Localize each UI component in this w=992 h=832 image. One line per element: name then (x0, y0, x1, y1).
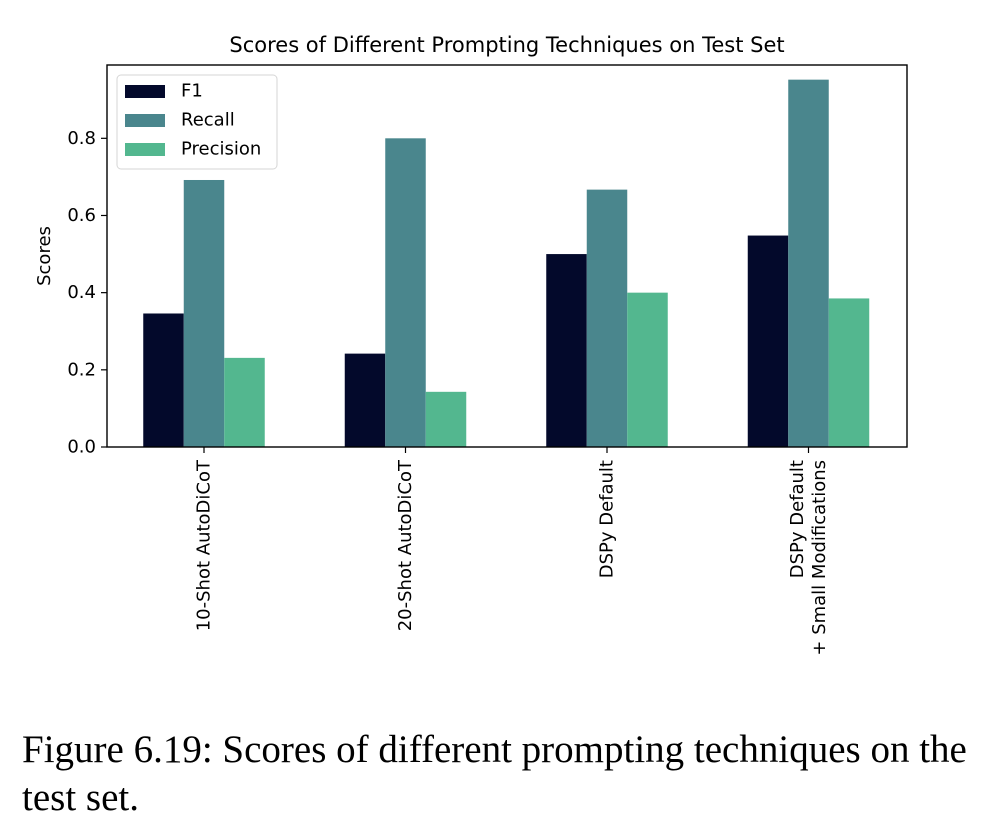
bar-precision-3 (627, 292, 668, 447)
legend-label-recall: Recall (181, 110, 235, 131)
legend-swatch-recall (125, 114, 165, 127)
x-tick-label: + Small Modifications (809, 460, 830, 656)
plot-frame (106, 64, 908, 448)
x-tick-label: 10-Shot AutoDiCoT (194, 459, 215, 631)
y-axis-label: Scores (34, 226, 55, 286)
y-tick-label: 0.2 (67, 359, 96, 380)
bar-f1-4 (747, 235, 789, 447)
bar-recall-2 (385, 138, 426, 447)
y-tick-label: 0.8 (67, 128, 96, 149)
legend-swatch-f1 (125, 85, 165, 98)
bar-recall-1 (183, 179, 225, 448)
x-tick-label: DSPy Default (597, 460, 618, 578)
y-tick-label: 0.4 (67, 282, 96, 303)
bar-precision-4 (828, 298, 870, 447)
x-tick-label-group: 20-Shot AutoDiCoT (395, 459, 416, 631)
legend-label-f1: F1 (181, 81, 203, 102)
bar-f1-3 (546, 254, 587, 447)
bar-chart: Scores of Different Prompting Techniques… (34, 33, 908, 656)
ticks-layer: 10-Shot AutoDiCoT 20-Shot AutoDiCoT DSPy D… (67, 128, 830, 656)
x-tick-label-group: 10-Shot AutoDiCoT (194, 459, 215, 631)
bar-recall-3 (586, 189, 628, 447)
y-tick-label: 0.6 (67, 205, 96, 226)
x-tick-label-group: DSPy Default (597, 460, 618, 578)
x-tick-label-group: DSPy Default + Small Modifications (787, 460, 830, 656)
bar-f1-1 (143, 313, 184, 447)
chart-title: Scores of Different Prompting Techniques… (229, 33, 784, 57)
legend-swatch-precision (125, 143, 165, 156)
bar-recall-4 (788, 79, 829, 447)
bar-precision-1 (224, 357, 265, 447)
x-tick-label: DSPy Default (787, 460, 808, 578)
legend: F1 Recall Precision (116, 74, 278, 170)
bar-precision-2 (425, 391, 467, 447)
bar-f1-2 (344, 353, 386, 447)
x-tick-label: 20-Shot AutoDiCoT (395, 459, 416, 631)
figure-caption: Figure 6.19: Scores of different prompti… (22, 728, 967, 819)
bars-layer (143, 79, 870, 448)
y-tick-label: 0.0 (67, 437, 96, 458)
legend-label-precision: Precision (181, 139, 261, 160)
